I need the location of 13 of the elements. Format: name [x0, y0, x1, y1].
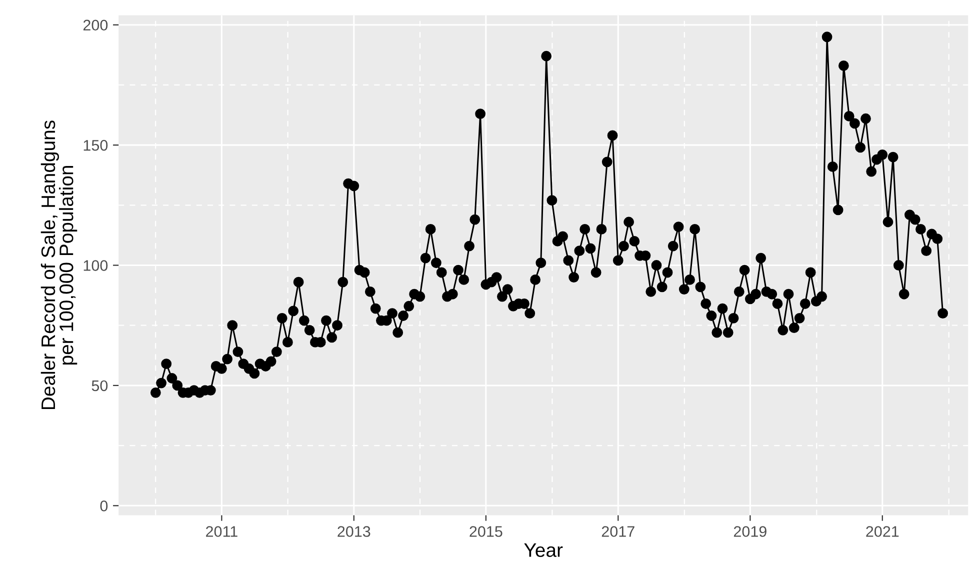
x-tick-label: 2017: [602, 526, 634, 537]
y-tick-label: 0: [100, 500, 108, 512]
y-tick-label: 200: [83, 20, 108, 31]
x-tick-label: 2015: [470, 526, 502, 537]
x-tick-label: 2021: [866, 526, 899, 537]
x-axis-title: Year: [524, 543, 563, 557]
y-tick-label: 100: [84, 260, 108, 271]
y-tick-label: 150: [84, 140, 108, 151]
y-axis-title: Dealer Record of Sale, Handguns per 100,000 Population: [40, 120, 78, 410]
x-tick-label: 2013: [338, 526, 370, 537]
x-tick-label: 2019: [734, 526, 766, 537]
x-tick-label: 2011: [206, 526, 238, 537]
y-tick-label: 50: [92, 380, 108, 392]
